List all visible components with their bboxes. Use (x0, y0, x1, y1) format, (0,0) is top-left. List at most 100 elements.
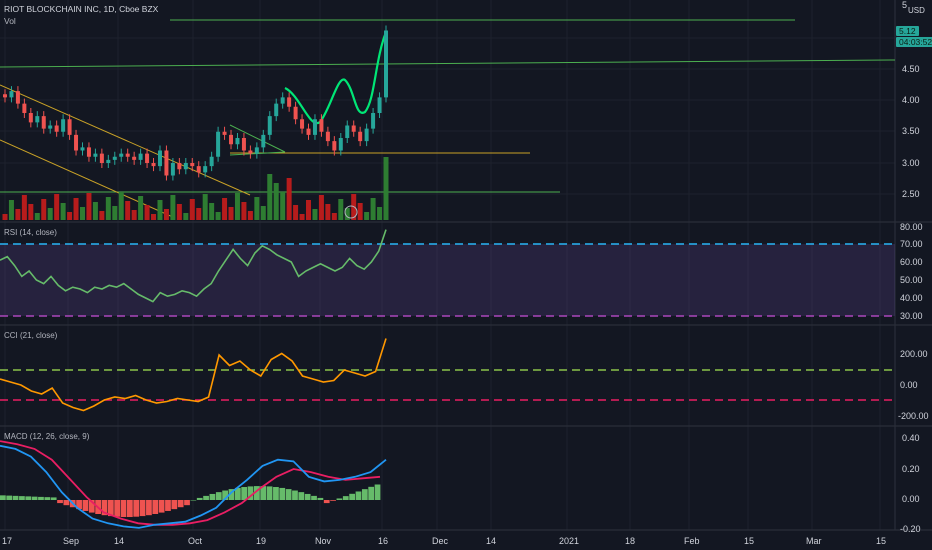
time-tick: 14 (114, 536, 125, 546)
candle-body (229, 134, 234, 145)
clock-icon[interactable] (344, 205, 358, 219)
candle-body (358, 131, 363, 142)
volume-bar (331, 213, 337, 220)
macd-hist-bar (19, 496, 25, 500)
macd-hist-bar (368, 486, 375, 500)
macd-hist-bar (127, 500, 133, 518)
macd-hist-bar (279, 487, 286, 500)
macd-hist-bar (25, 496, 32, 500)
candle-body (248, 150, 253, 154)
volume-bar (112, 206, 118, 220)
symbol-title[interactable]: RIOT BLOCKCHAIN INC, 1D, Cboe BZX (4, 4, 159, 14)
price-tick: 2.50 (902, 189, 920, 199)
volume-bar (209, 203, 215, 220)
candle-body (93, 153, 98, 157)
candle-body (280, 97, 285, 104)
price-tick: 5 (902, 0, 908, 10)
volume-bar (79, 207, 85, 220)
candle-body (241, 138, 246, 151)
volume-bar (215, 212, 221, 220)
macd-hist-bar (323, 500, 330, 504)
macd-hist-bar (311, 495, 317, 500)
time-tick: Feb (684, 536, 700, 546)
candle-body (145, 153, 150, 163)
bar-countdown-tag: 04:03:52 (896, 37, 932, 47)
volume-bar (157, 200, 163, 220)
candle-body (332, 141, 337, 151)
volume-label[interactable]: Vol (4, 16, 16, 26)
candle-body (274, 103, 279, 117)
macd-hist-bar (57, 500, 63, 504)
trend-lines[interactable] (0, 19, 896, 219)
macd-title[interactable]: MACD (12, 26, close, 9) (4, 432, 90, 441)
candle-body (235, 138, 240, 145)
macd-hist-bar (82, 500, 89, 511)
candle-body (203, 166, 208, 173)
time-tick: 14 (486, 536, 497, 546)
macd-signal-line (0, 440, 381, 526)
volume-bar (8, 200, 14, 220)
volume-bar (357, 203, 363, 220)
macd-tick: -0.20 (900, 524, 921, 534)
cci-tick: 200.00 (900, 349, 928, 359)
volume-bar (247, 211, 253, 220)
pattern-drawing[interactable] (284, 31, 388, 125)
macd-hist-bar (209, 493, 216, 500)
volume-bar (344, 208, 350, 220)
candle-body (338, 138, 343, 151)
candle-body (151, 163, 156, 167)
candle-body (74, 134, 79, 151)
macd-hist-bar (228, 489, 235, 500)
candle-body (3, 94, 7, 98)
volume-bar (34, 213, 40, 220)
candle-body (119, 153, 124, 157)
candle-body (190, 163, 195, 167)
rsi-tick: 80.00 (900, 222, 923, 232)
volume-bar (67, 212, 73, 220)
time-tick: Mar (806, 536, 822, 546)
rsi-title[interactable]: RSI (14, close) (4, 228, 57, 237)
volume-bar (377, 207, 383, 220)
candle-body (35, 116, 40, 123)
candle-body (351, 125, 356, 132)
rsi-tick: 50.00 (900, 275, 923, 285)
volume-bar (15, 209, 21, 220)
candle-body (41, 116, 46, 129)
volume-bar (21, 195, 27, 220)
volume-bar (144, 205, 150, 220)
volume-bar (202, 194, 208, 220)
volume-bar (54, 194, 60, 220)
volume-bar (183, 213, 189, 220)
cci-title[interactable]: CCI (21, close) (4, 331, 58, 340)
volume-bar (280, 192, 286, 220)
time-tick: 15 (744, 536, 755, 546)
macd-hist-bar (190, 500, 197, 501)
macd-hist-bar (215, 492, 222, 500)
cci-line (0, 338, 387, 412)
macd-hist-bar (330, 500, 336, 501)
volume-bar (196, 208, 202, 220)
macd-hist-bar (234, 487, 241, 500)
macd-hist-bar (165, 500, 171, 511)
macd-hist-bar (349, 493, 355, 500)
candle-body (254, 147, 259, 154)
macd-hist-bar (304, 493, 311, 500)
time-tick: 2021 (559, 536, 580, 546)
candle-body (132, 156, 137, 160)
macd-hist-bar (222, 490, 228, 500)
macd-hist-bar (88, 500, 95, 513)
rsi-tick: 60.00 (900, 257, 923, 267)
candle-body (183, 163, 188, 170)
macd-line (0, 444, 387, 529)
candle-body (48, 125, 53, 129)
volume-bar (234, 193, 240, 220)
macd-hist-bar (355, 491, 362, 500)
volume-bar (254, 197, 260, 220)
candle-body (209, 156, 214, 167)
macd-hist-bar (76, 500, 82, 510)
candle-body (125, 153, 130, 157)
volume-bar (370, 198, 376, 220)
time-tick: 15 (876, 536, 887, 546)
macd-hist-bar (317, 497, 324, 500)
